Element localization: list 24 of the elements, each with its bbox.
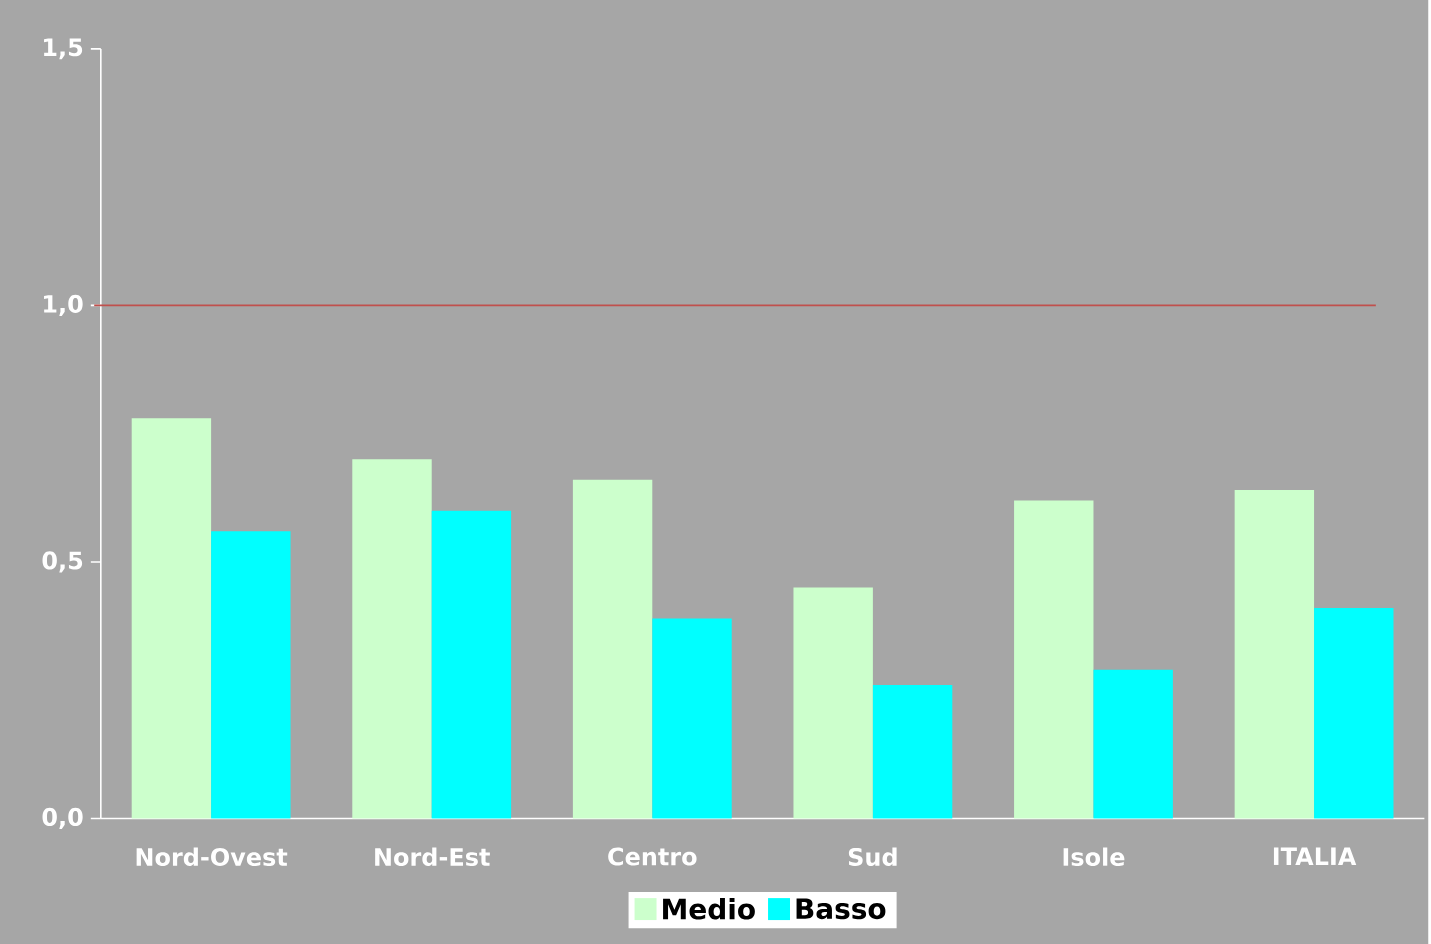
x-tick-label: ITALIA <box>1273 847 1357 865</box>
bar <box>1314 608 1394 819</box>
bar <box>211 531 291 819</box>
x-tick-label: Nord-Ovest <box>136 847 288 866</box>
legend-label: Basso <box>796 898 886 920</box>
x-tick-label: Sud <box>848 847 897 866</box>
bar <box>872 684 953 819</box>
bar <box>572 479 653 819</box>
y-tick-label: 0,0 <box>42 807 83 829</box>
y-tick-label: 1,0 <box>44 294 83 316</box>
bar <box>1014 500 1094 819</box>
bar <box>131 418 212 819</box>
y-tick-label: 0,5 <box>42 551 83 573</box>
x-tick-label: Centro <box>608 847 697 866</box>
bar <box>793 587 873 819</box>
bar <box>1093 669 1173 819</box>
bar <box>652 618 732 819</box>
bar <box>431 510 512 819</box>
x-tick-label: Nord-Est <box>375 847 490 866</box>
bar <box>1234 490 1315 819</box>
y-tick-label: 1,5 <box>44 38 83 60</box>
bar <box>352 459 432 819</box>
x-tick-label: Isole <box>1063 847 1125 866</box>
legend-label: Medio <box>663 897 755 920</box>
